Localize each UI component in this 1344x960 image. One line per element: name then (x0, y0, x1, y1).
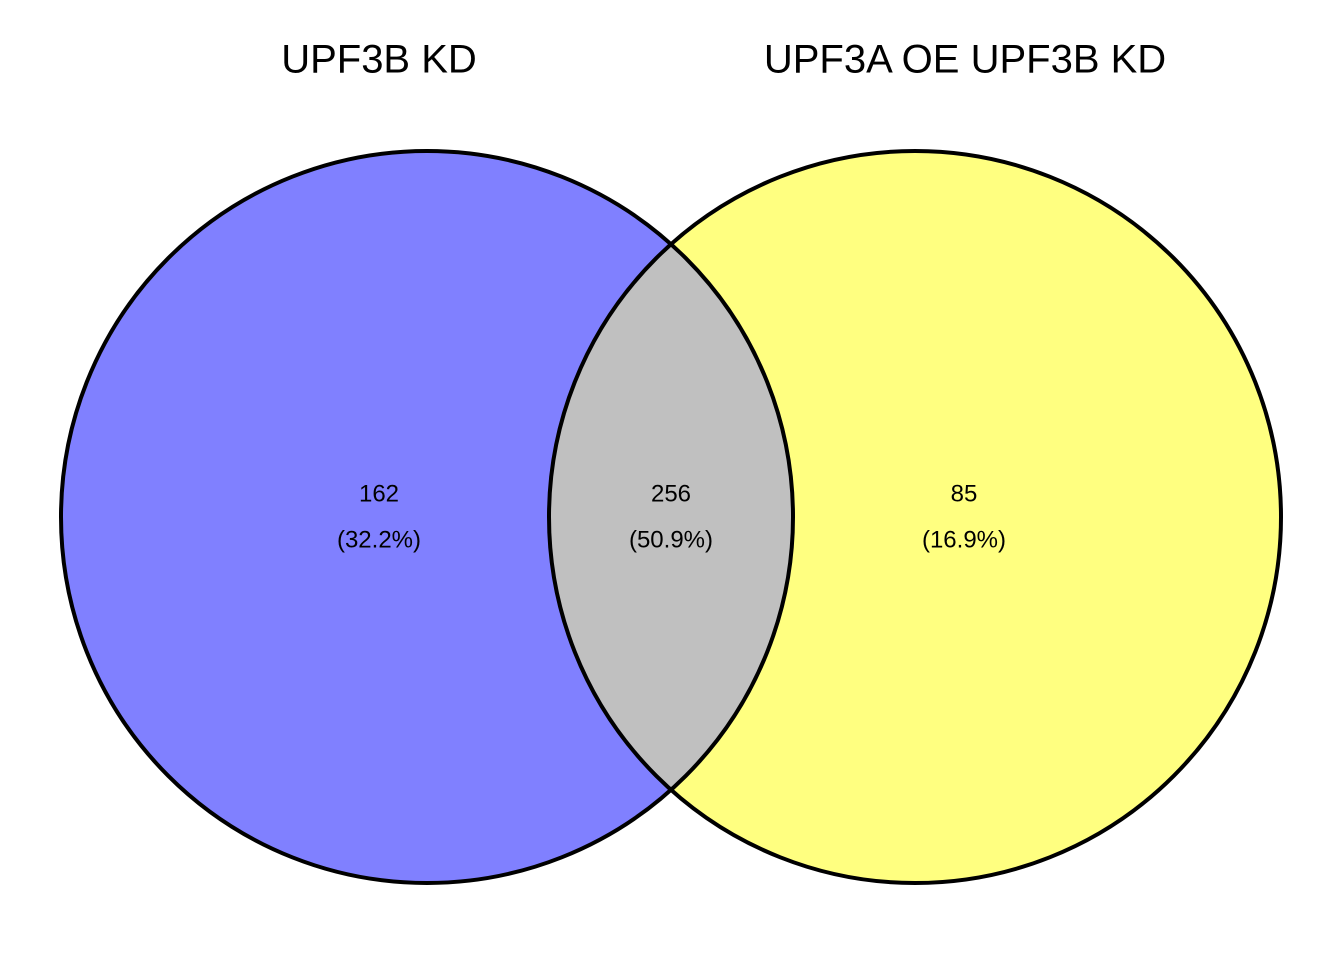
region-count: 162 (359, 480, 399, 507)
region-percent: (16.9%) (922, 526, 1006, 553)
set-outline (59, 149, 795, 885)
set-outline (547, 149, 1283, 885)
region-percent: (32.2%) (337, 526, 421, 553)
set-title: UPF3B KD (281, 38, 477, 82)
set-title: UPF3A OE UPF3B KD (764, 38, 1166, 82)
region-percent: (50.9%) (629, 526, 713, 553)
intersection (549, 151, 793, 883)
region-count: 256 (651, 480, 691, 507)
region-count: 85 (951, 480, 978, 507)
